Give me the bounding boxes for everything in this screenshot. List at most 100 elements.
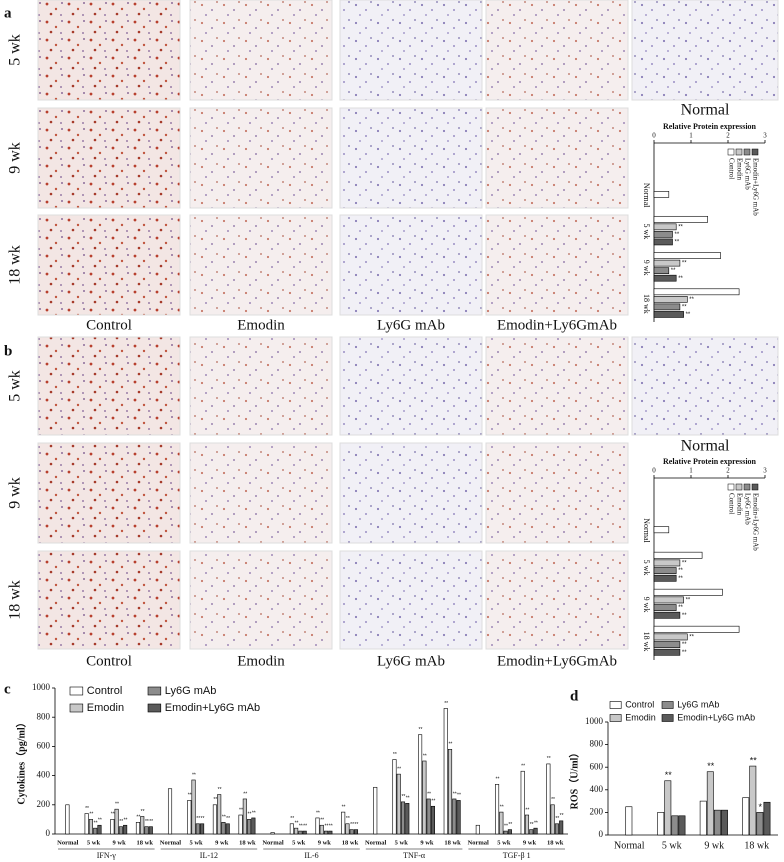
micrograph	[37, 0, 181, 101]
group-label: IL-12	[200, 851, 218, 860]
significance: **	[678, 568, 683, 574]
category-label: 5 wk	[642, 223, 651, 239]
micrograph	[485, 336, 629, 436]
bar	[671, 815, 679, 836]
significance: **	[192, 772, 196, 778]
bar	[191, 779, 196, 835]
column-label: Emodin	[237, 317, 285, 333]
group-label: TNF-α	[403, 851, 426, 860]
significance: **	[750, 755, 758, 765]
x-tick-label: Normal	[614, 840, 645, 851]
legend-label: Ly6G mAb	[743, 493, 751, 525]
bar	[345, 823, 350, 835]
bar	[763, 801, 771, 836]
y-tick-label: 0	[599, 829, 604, 839]
significance: **	[453, 791, 457, 797]
legend-swatch	[661, 714, 674, 722]
bar	[247, 819, 252, 835]
significance: **	[675, 240, 680, 246]
bar	[625, 806, 633, 836]
significance: **	[141, 809, 145, 815]
significance: **	[248, 812, 252, 818]
row-label: 18 wk	[7, 245, 24, 285]
micrograph	[189, 0, 333, 101]
bar	[653, 288, 740, 296]
category-label: Normal	[642, 183, 651, 208]
significance: **	[188, 793, 192, 799]
bar	[653, 215, 708, 223]
bar	[238, 814, 243, 835]
legend-label: Control	[727, 158, 735, 179]
significance: **	[196, 816, 200, 822]
micrograph	[631, 336, 779, 436]
bar	[721, 809, 728, 836]
micrograph	[189, 214, 333, 316]
bar	[653, 238, 673, 246]
bar	[324, 830, 329, 835]
micrograph	[339, 214, 483, 316]
legend-swatch	[743, 483, 751, 491]
x-tick-label: 18 wk	[444, 839, 461, 846]
column-label: Control	[86, 317, 132, 333]
significance: **	[521, 764, 525, 770]
legend-swatch	[727, 148, 735, 156]
bar	[405, 803, 410, 835]
y-tick-label: 400	[590, 784, 604, 794]
bar	[212, 804, 217, 835]
micrograph	[189, 550, 333, 650]
bar	[653, 526, 670, 534]
significance: **	[555, 816, 559, 822]
x-tick-label: 2	[726, 467, 730, 475]
y-axis-label: ROS（U/ml）	[567, 748, 580, 810]
legend-label: Emodin+Ly6G mAb	[165, 702, 260, 714]
bar	[653, 567, 677, 574]
micrograph	[37, 550, 181, 650]
panel-letter: d	[570, 688, 579, 704]
legend-label: Emodin+Ly6G mAb	[751, 493, 759, 551]
bar	[110, 819, 115, 835]
significance: **	[508, 822, 512, 828]
bar	[653, 574, 677, 582]
x-tick-label: 18 wk	[342, 839, 359, 846]
significance: **	[682, 304, 687, 310]
x-tick-label: 5 wk	[292, 839, 306, 846]
x-tick-label: 18 wk	[744, 840, 769, 851]
significance: **	[119, 819, 123, 825]
significance: **	[406, 796, 410, 802]
bar	[653, 311, 684, 318]
y-tick-label: 600	[37, 740, 51, 750]
micrograph	[339, 336, 483, 436]
bar	[328, 830, 333, 835]
significance: **	[551, 797, 555, 803]
significance: **	[665, 770, 673, 780]
significance: **	[525, 807, 529, 813]
micrograph	[37, 107, 181, 209]
significance: **	[89, 812, 93, 818]
significance: **	[218, 787, 222, 793]
row-label: 9 wk	[7, 477, 24, 509]
x-tick-label: 9 wk	[318, 839, 332, 846]
x-tick-label: Normal	[365, 839, 386, 846]
panel-letter: c	[4, 681, 11, 697]
bar	[653, 191, 670, 198]
legend-label: Control	[87, 685, 122, 697]
bar	[713, 809, 721, 836]
significance: **	[295, 820, 299, 826]
significance: **	[350, 822, 354, 828]
significance: **	[678, 276, 683, 282]
bar	[298, 830, 303, 835]
bar	[270, 832, 275, 835]
column-label: Emodin	[237, 653, 285, 669]
row-label: 18 wk	[7, 580, 24, 620]
bar	[426, 798, 431, 835]
micrograph	[339, 107, 483, 209]
x-tick-label: 18 wk	[547, 839, 564, 846]
bar	[653, 252, 721, 259]
bar	[529, 829, 534, 835]
legend-label: Emodin	[87, 702, 124, 714]
bar	[114, 808, 119, 835]
x-tick-label: 5 wk	[497, 839, 511, 846]
y-tick-label: 400	[37, 770, 51, 780]
bar	[225, 823, 230, 835]
x-tick-label: 9 wk	[215, 839, 229, 846]
